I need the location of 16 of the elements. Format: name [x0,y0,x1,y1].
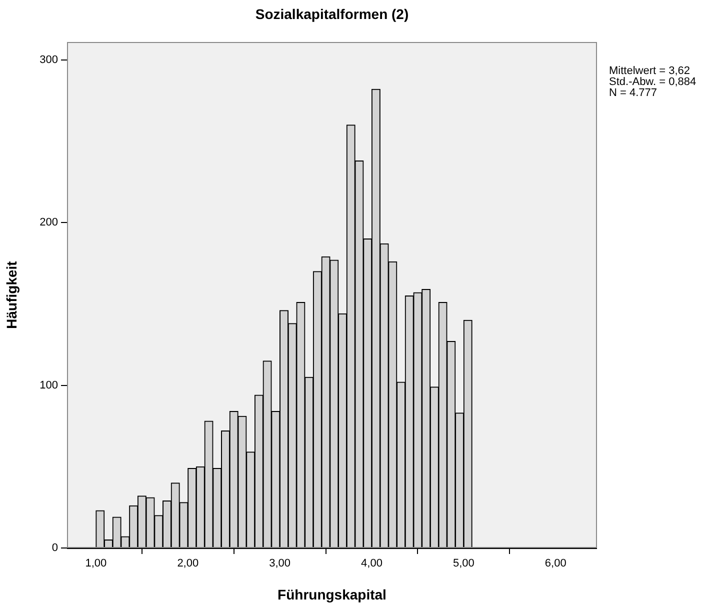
y-tick-label: 200 [40,216,58,229]
x-tick-label: 6,00 [544,558,566,570]
x-tick-label: 3,00 [269,558,291,570]
y-tick-label: 100 [40,379,58,392]
y-axis-title: Häufigkeit [3,260,20,329]
text: N = 4.777 [609,87,658,99]
chart-title: Sozialkapitalformen (2) [254,6,410,22]
x-axis-title: Führungskapital [278,586,386,602]
y-tick-label: 0 [52,542,58,554]
x-tick-label: 2,00 [177,558,199,570]
text: Std.-Abw. = 0,884 [609,76,696,88]
x-tick-label: 4,00 [361,558,382,570]
x-tick-label: 5,00 [452,558,474,570]
x-tick-label: 1,00 [85,558,107,570]
text: Mittelwert = 3,62 [609,65,692,77]
y-tick-label: 300 [40,54,58,66]
